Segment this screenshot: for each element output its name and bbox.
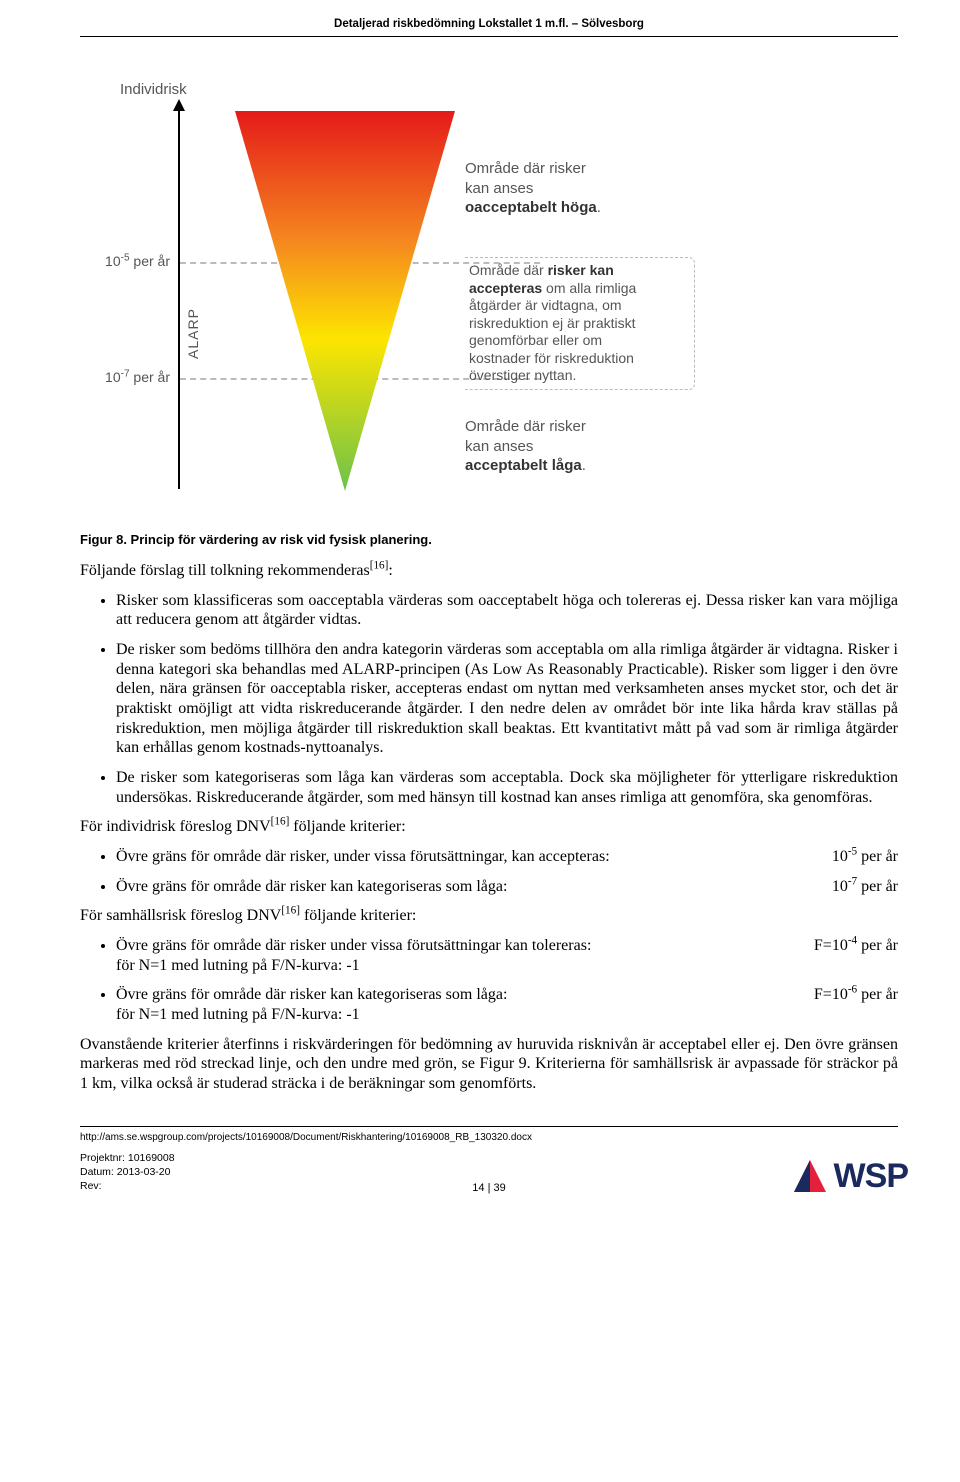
individ-list: Övre gräns för område där risker, under … xyxy=(80,847,898,896)
logo-text: WSP xyxy=(834,1157,908,1196)
criteria-text: Övre gräns för område där risker kan kat… xyxy=(116,985,507,1024)
samhall-list: Övre gräns för område där risker under v… xyxy=(80,936,898,1025)
y-tick-lower: 10-7 per år xyxy=(90,369,170,385)
y-axis-title: Individrisk xyxy=(120,81,187,98)
logo-icon xyxy=(792,1158,828,1194)
list-item: Risker som klassificeras som oacceptabla… xyxy=(116,591,898,630)
individ-title: För individrisk föreslog DNV[16] följand… xyxy=(80,817,898,837)
list-item: Övre gräns för område där risker kan kat… xyxy=(116,985,898,1024)
risk-triangle xyxy=(235,111,455,491)
wsp-logo: WSP xyxy=(792,1157,908,1196)
criteria-value: F=10-4 per år xyxy=(804,936,898,975)
list-item: Övre gräns för område där risker kan kat… xyxy=(116,877,898,897)
main-bullets: Risker som klassificeras som oacceptabla… xyxy=(80,591,898,808)
list-item: De risker som kategoriseras som låga kan… xyxy=(116,768,898,807)
list-item: Övre gräns för område där risker under v… xyxy=(116,936,898,975)
footer-date: Datum: 2013-03-20 xyxy=(80,1165,898,1179)
annot-alarp: Område där risker kanaccepteras om alla … xyxy=(465,257,695,390)
annot-acceptable: Område där riskerkan ansesacceptabelt lå… xyxy=(465,417,745,476)
y-axis-line xyxy=(178,109,180,489)
figure-caption: Figur 8. Princip för värdering av risk v… xyxy=(80,532,898,547)
alarp-label: ALARP xyxy=(185,308,201,359)
y-tick-upper: 10-5 per år xyxy=(90,253,170,269)
footer-url: http://ams.se.wspgroup.com/projects/1016… xyxy=(80,1132,898,1143)
list-item: De risker som bedöms tillhöra den andra … xyxy=(116,640,898,758)
criteria-text: Övre gräns för område där risker kan kat… xyxy=(116,877,507,897)
criteria-text: Övre gräns för område där risker under v… xyxy=(116,936,591,975)
intro-paragraph: Följande förslag till tolkning rekommend… xyxy=(80,561,898,581)
samhall-title: För samhällsrisk föreslog DNV[16] följan… xyxy=(80,906,898,926)
page-number: 14 | 39 xyxy=(472,1182,505,1194)
alarp-diagram: Individrisk 10-5 per år 10-7 per år ALAR… xyxy=(90,79,898,514)
footer-projectnr: Projektnr: 10169008 xyxy=(80,1151,898,1165)
page-footer: http://ams.se.wspgroup.com/projects/1016… xyxy=(80,1126,898,1196)
page-header: Detaljerad riskbedömning Lokstallet 1 m.… xyxy=(80,18,898,37)
criteria-text: Övre gräns för område där risker, under … xyxy=(116,847,610,867)
annot-unacceptable: Område där riskerkan ansesoacceptabelt h… xyxy=(465,159,745,218)
criteria-value: F=10-6 per år xyxy=(804,985,898,1024)
criteria-value: 10-7 per år xyxy=(822,877,898,897)
criteria-value: 10-5 per år xyxy=(822,847,898,867)
list-item: Övre gräns för område där risker, under … xyxy=(116,847,898,867)
closing-paragraph: Ovanstående kriterier återfinns i riskvä… xyxy=(80,1035,898,1094)
